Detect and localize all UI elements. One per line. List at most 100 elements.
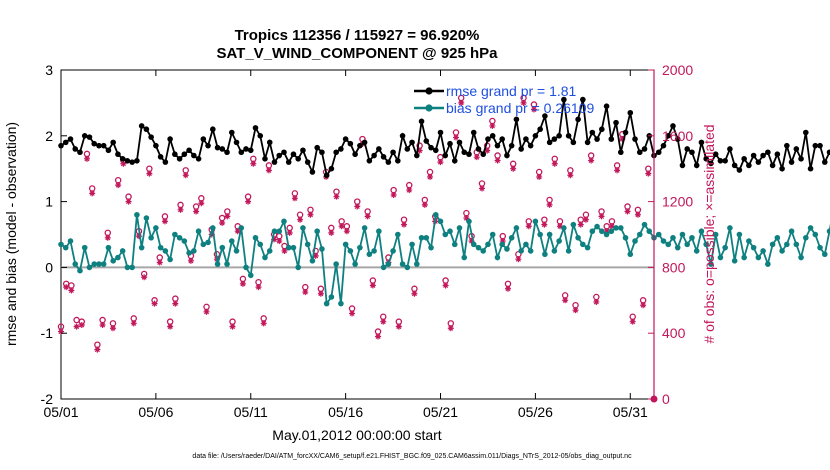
rmse-point	[67, 136, 74, 142]
bias-point	[67, 238, 74, 244]
obs-assimilated-point	[562, 297, 569, 304]
rmse-point	[257, 133, 264, 139]
rmse-point	[760, 152, 766, 159]
rmse-point	[660, 142, 667, 149]
bias-point	[798, 254, 804, 261]
bias-point	[508, 234, 515, 241]
bias-point	[414, 261, 420, 267]
rmse-point	[409, 139, 415, 146]
obs-assimilated-point	[229, 323, 236, 330]
obs-assimilated-point	[478, 185, 485, 192]
rmse-point	[674, 136, 681, 142]
bias-point	[632, 238, 638, 244]
bias-point	[793, 241, 800, 248]
obs-assimilated-point	[447, 325, 454, 332]
rmse-point	[238, 149, 245, 156]
rmse-point	[300, 147, 306, 154]
obs-assimilated-point	[530, 106, 537, 113]
obs-assimilated-point	[135, 233, 142, 240]
bias-point	[750, 244, 757, 251]
bias-point	[518, 248, 524, 254]
bias-point	[731, 258, 738, 264]
bias-point	[81, 244, 88, 251]
bias-point	[319, 246, 325, 252]
rmse-point	[826, 149, 830, 156]
obs-assimilated-point	[572, 307, 579, 314]
rmse-point	[480, 151, 487, 158]
rmse-point	[788, 159, 795, 165]
bias-point	[523, 241, 529, 248]
x-tick-label: 05/26	[518, 404, 553, 420]
bias-point	[138, 244, 145, 251]
chart-title: Tropics 112356 / 115927 = 96.920%	[235, 27, 480, 44]
obs-assimilated-point	[458, 99, 465, 106]
rmse-point	[584, 139, 591, 146]
rmse-point	[271, 159, 278, 165]
bias-point	[575, 234, 581, 241]
obs-assimilated-point	[338, 223, 345, 230]
bias-point	[660, 238, 667, 244]
bias-point	[513, 225, 520, 231]
obs-assimilated-point	[89, 190, 96, 197]
obs-assimilated-point	[453, 134, 460, 141]
x-tick-label: 05/21	[423, 404, 458, 420]
bias-point	[342, 241, 349, 248]
rmse-point	[357, 142, 363, 149]
rmse-point	[214, 144, 221, 151]
obs-assimilated-point	[473, 154, 480, 161]
obs-assimilated-point	[536, 173, 543, 180]
x-tick-label: 05/01	[43, 404, 78, 420]
bias-point	[304, 241, 311, 248]
obs-assimilated-point	[68, 287, 75, 294]
rmse-point	[665, 133, 672, 139]
obs-assimilated-point	[239, 280, 246, 287]
rmse-point	[134, 158, 140, 164]
rmse-point	[380, 154, 387, 160]
obs-assimilated-point	[608, 223, 615, 230]
bias-point	[788, 228, 795, 235]
bias-point	[784, 241, 790, 248]
bias-point	[399, 261, 406, 267]
bias-point	[276, 228, 283, 235]
rmse-point	[556, 133, 562, 139]
bias-point	[134, 211, 140, 218]
rmse-point	[608, 136, 615, 142]
rmse-point	[395, 158, 401, 164]
obs-assimilated-point	[603, 228, 610, 235]
bias-point	[693, 248, 700, 254]
bias-point	[257, 241, 264, 248]
bias-point	[546, 231, 553, 238]
data-file-footer: data file: /Users/raeder/DAI/ATM_forcXX/…	[192, 453, 632, 460]
rmse-point	[485, 136, 491, 142]
bias-point	[390, 248, 396, 254]
rmse-point	[195, 156, 202, 162]
bias-point	[532, 218, 539, 225]
rmse-point	[504, 152, 510, 159]
rmse-point	[589, 129, 596, 136]
obs-assimilated-point	[427, 173, 434, 180]
rmse-point	[523, 136, 529, 142]
rmse-point	[755, 159, 762, 165]
obs-assimilated-point	[369, 282, 376, 289]
rmse-point	[437, 129, 444, 136]
obs-assimilated-point	[411, 290, 418, 297]
bias-point	[428, 244, 434, 251]
rmse-point	[693, 162, 700, 169]
rmse-point	[81, 133, 88, 139]
obs-assimilated-point	[271, 236, 278, 243]
bias-point	[565, 248, 572, 254]
obs-assimilated-point	[73, 323, 80, 330]
obs-assimilated-point	[624, 208, 631, 215]
bias-point	[494, 254, 501, 261]
bias-point	[466, 218, 472, 225]
rmse-point	[821, 159, 828, 165]
rmse-point	[290, 151, 297, 158]
bias-point	[470, 241, 477, 248]
rmse-point	[295, 156, 302, 162]
rmse-point	[62, 139, 69, 146]
bias-point	[684, 241, 691, 248]
rmse-point	[361, 139, 368, 146]
rmse-point	[636, 149, 643, 156]
obs-assimilated-point	[525, 223, 532, 230]
bias-point	[271, 228, 278, 235]
